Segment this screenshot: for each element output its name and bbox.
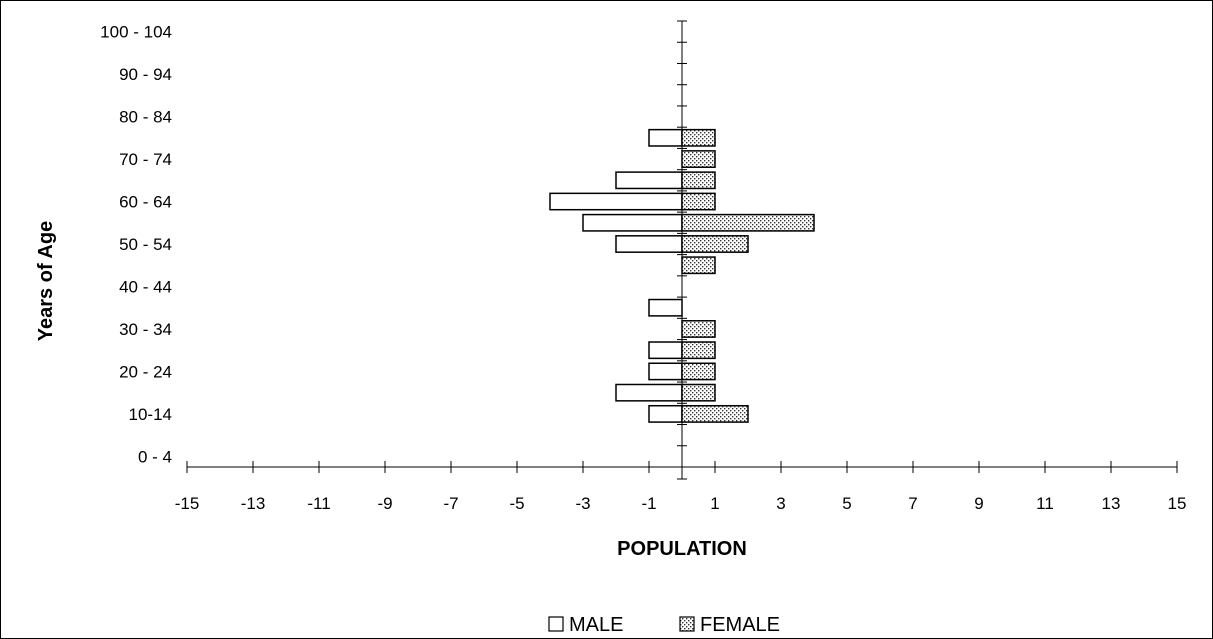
female-bar	[681, 171, 716, 190]
labels-layer: -15 -13 -11 -9 -7 -5 -3 -1 1 3 5 7 9 11 13 150 - 410-14…	[100, 23, 1186, 513]
axes-layer	[186, 20, 1178, 480]
male-bar	[648, 362, 683, 381]
x-tick-label: 7	[908, 494, 917, 513]
y-tick-label: 50 - 54	[119, 235, 172, 254]
y-tick-label: 0 - 4	[138, 447, 172, 466]
male-bar	[648, 341, 683, 360]
x-tick-label: 13	[1102, 494, 1121, 513]
female-bar	[681, 128, 716, 147]
y-tick-label: 60 - 64	[119, 193, 172, 212]
x-tick-label: 9	[974, 494, 983, 513]
male-bar	[582, 213, 683, 232]
y-tick-label: 100 - 104	[100, 23, 172, 42]
male-bar	[648, 404, 683, 423]
female-bar	[681, 150, 716, 168]
y-tick-label: 40 - 44	[119, 277, 172, 296]
female-bar	[681, 192, 716, 211]
y-tick-label: 80 - 84	[119, 108, 172, 127]
female-bar	[681, 404, 749, 423]
x-tick-label: 15	[1168, 494, 1187, 513]
y-tick-label: 20 - 24	[119, 362, 172, 381]
female-bar	[681, 341, 716, 360]
x-tick-label: 11	[1036, 494, 1054, 513]
female-bar	[681, 213, 815, 232]
female-bar	[681, 320, 716, 338]
y-tick-label: 10-14	[129, 405, 172, 424]
legend-swatch-male	[548, 616, 564, 632]
male-bar	[549, 192, 683, 211]
male-bar	[648, 298, 683, 317]
male-bar	[615, 383, 683, 402]
y-tick-label: 70 - 74	[119, 150, 172, 169]
x-tick-label: 1	[710, 494, 719, 513]
x-tick-label: -13	[241, 494, 266, 513]
x-tick-label: 3	[776, 494, 785, 513]
x-tick-label: -7	[443, 494, 458, 513]
legend: MALE FEMALE	[548, 614, 780, 636]
male-bar	[615, 171, 683, 190]
male-bar	[615, 235, 683, 253]
female-bar	[681, 235, 749, 253]
female-bar	[681, 362, 716, 381]
x-tick-label: -3	[575, 494, 590, 513]
legend-label-female: FEMALE	[700, 614, 780, 636]
x-tick-label: -5	[509, 494, 524, 513]
x-tick-label: 5	[842, 494, 851, 513]
x-tick-label: -15	[175, 494, 200, 513]
legend-label-male: MALE	[569, 614, 623, 636]
y-tick-label: 90 - 94	[119, 65, 172, 84]
female-bar	[681, 256, 716, 275]
y-tick-label: 30 - 34	[119, 320, 172, 339]
female-bar	[681, 383, 716, 402]
male-bar	[648, 128, 683, 147]
legend-swatch-female	[679, 616, 695, 632]
x-axis-title: POPULATION	[617, 538, 747, 560]
x-tick-label: -11	[307, 494, 330, 513]
x-tick-label: -1	[641, 494, 656, 513]
x-tick-label: -9	[377, 494, 392, 513]
y-axis-title: Years of Age	[35, 221, 57, 341]
